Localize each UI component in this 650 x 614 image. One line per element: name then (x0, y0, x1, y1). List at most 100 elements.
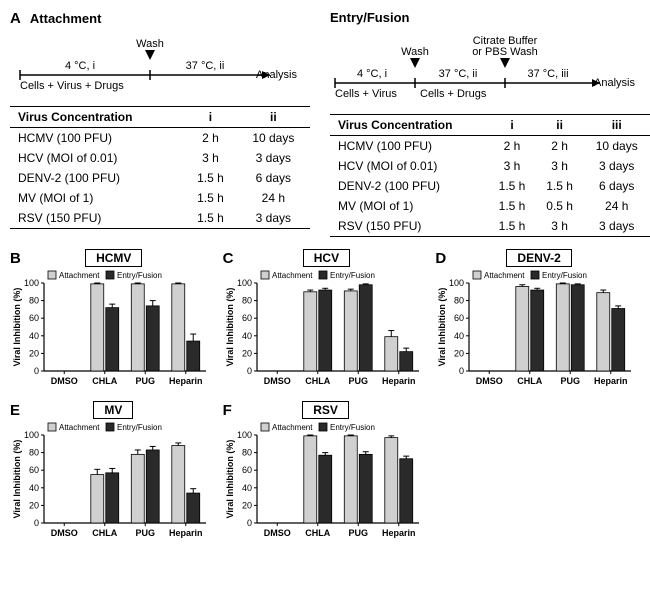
svg-text:Attachment: Attachment (272, 423, 313, 432)
chart-title: MV (93, 401, 133, 419)
svg-text:0: 0 (247, 518, 252, 528)
entry-header: Entry/Fusion (330, 10, 650, 25)
svg-text:CHLA: CHLA (305, 376, 330, 386)
timeline-svg: Wash 4 °C, i 37 °C, ii Analysis Cells + … (10, 35, 310, 95)
svg-text:Heparin: Heparin (382, 528, 416, 538)
svg-text:Wash: Wash (136, 38, 164, 50)
attachment-title: Attachment (30, 11, 102, 26)
panel-c: C HCV 020406080100Viral Inhibition (%)DM… (223, 249, 428, 395)
svg-text:Wash: Wash (401, 46, 429, 58)
svg-text:37 °C, iii: 37 °C, iii (527, 68, 568, 80)
timeline-svg: Wash Citrate Buffer or PBS Wash 4 °C, i … (330, 33, 650, 103)
svg-text:Entry/Fusion: Entry/Fusion (117, 271, 162, 280)
svg-text:Heparin: Heparin (169, 376, 203, 386)
chart-svg: 020406080100Viral Inhibition (%)DMSOCHLA… (223, 419, 423, 547)
attachment-header: A Attachment (10, 10, 310, 27)
svg-text:40: 40 (242, 483, 252, 493)
entry-title: Entry/Fusion (330, 10, 409, 25)
svg-text:20: 20 (242, 500, 252, 510)
chart-svg: 020406080100Viral Inhibition (%)DMSOCHLA… (435, 267, 635, 395)
svg-text:37 °C, ii: 37 °C, ii (186, 60, 225, 72)
panel-f-label: F (223, 402, 232, 419)
svg-text:Entry/Fusion: Entry/Fusion (117, 423, 162, 432)
svg-text:20: 20 (29, 348, 39, 358)
svg-text:PUG: PUG (135, 528, 155, 538)
attachment-timeline: Wash 4 °C, i 37 °C, ii Analysis Cells + … (10, 35, 310, 98)
chart-svg: 020406080100Viral Inhibition (%)DMSOCHLA… (223, 267, 423, 395)
svg-text:Attachment: Attachment (59, 423, 100, 432)
svg-text:80: 80 (242, 448, 252, 458)
attachment-block: A Attachment Wash 4 °C, i 37 °C, ii Anal… (10, 10, 310, 237)
svg-text:Entry/Fusion: Entry/Fusion (542, 271, 587, 280)
svg-text:4 °C, i: 4 °C, i (357, 68, 387, 80)
entry-block: Entry/Fusion Wash Citrate Buffer or PBS … (330, 10, 650, 237)
chart-title: DENV-2 (506, 249, 571, 267)
chart-title: HCMV (85, 249, 142, 267)
entry-table: Virus ConcentrationiiiiiiHCMV (100 PFU)2… (330, 114, 650, 237)
svg-text:Viral Inhibition (%): Viral Inhibition (%) (225, 288, 235, 367)
svg-text:40: 40 (29, 483, 39, 493)
svg-text:100: 100 (449, 278, 464, 288)
svg-text:80: 80 (454, 296, 464, 306)
svg-text:60: 60 (242, 313, 252, 323)
panel-e: E MV 020406080100Viral Inhibition (%)DMS… (10, 401, 215, 547)
panel-c-label: C (223, 250, 234, 267)
chart-row-2: E MV 020406080100Viral Inhibition (%)DMS… (10, 401, 640, 547)
svg-text:Attachment: Attachment (59, 271, 100, 280)
attachment-table: Virus ConcentrationiiiHCMV (100 PFU)2 h1… (10, 106, 310, 229)
svg-text:100: 100 (237, 278, 252, 288)
panel-d: D DENV-2 020406080100Viral Inhibition (%… (435, 249, 640, 395)
svg-text:Viral Inhibition (%): Viral Inhibition (%) (437, 288, 447, 367)
svg-text:100: 100 (24, 430, 39, 440)
svg-text:100: 100 (237, 430, 252, 440)
chart-svg: 020406080100Viral Inhibition (%)DMSOCHLA… (10, 419, 210, 547)
entry-timeline: Wash Citrate Buffer or PBS Wash 4 °C, i … (330, 33, 650, 106)
svg-text:PUG: PUG (348, 376, 368, 386)
svg-text:0: 0 (459, 366, 464, 376)
svg-text:or PBS Wash: or PBS Wash (472, 46, 538, 58)
svg-text:0: 0 (34, 366, 39, 376)
svg-text:40: 40 (242, 331, 252, 341)
svg-text:37 °C, ii: 37 °C, ii (439, 68, 478, 80)
svg-text:Attachment: Attachment (272, 271, 313, 280)
svg-text:20: 20 (242, 348, 252, 358)
svg-text:DMSO: DMSO (476, 376, 503, 386)
svg-text:PUG: PUG (348, 528, 368, 538)
svg-text:60: 60 (454, 313, 464, 323)
svg-text:Attachment: Attachment (484, 271, 525, 280)
svg-text:Entry/Fusion: Entry/Fusion (330, 423, 375, 432)
svg-text:60: 60 (242, 465, 252, 475)
chart-title: HCV (303, 249, 350, 267)
panel-empty (435, 401, 640, 547)
svg-text:Analysis: Analysis (256, 69, 297, 81)
svg-text:Entry/Fusion: Entry/Fusion (330, 271, 375, 280)
svg-text:Cells + Virus + Drugs: Cells + Virus + Drugs (20, 80, 124, 92)
svg-text:CHLA: CHLA (92, 376, 117, 386)
svg-text:60: 60 (29, 313, 39, 323)
svg-text:CHLA: CHLA (305, 528, 330, 538)
svg-text:0: 0 (34, 518, 39, 528)
svg-text:Viral Inhibition (%): Viral Inhibition (%) (225, 440, 235, 519)
svg-text:Cells + Drugs: Cells + Drugs (420, 88, 487, 100)
panel-b-label: B (10, 250, 21, 267)
panel-e-label: E (10, 402, 20, 419)
panel-b: B HCMV 020406080100Viral Inhibition (%)D… (10, 249, 215, 395)
svg-text:80: 80 (29, 448, 39, 458)
svg-text:CHLA: CHLA (92, 528, 117, 538)
svg-text:20: 20 (454, 348, 464, 358)
panel-f: F RSV 020406080100Viral Inhibition (%)DM… (223, 401, 428, 547)
svg-text:DMSO: DMSO (51, 528, 78, 538)
panel-a: A Attachment Wash 4 °C, i 37 °C, ii Anal… (10, 10, 640, 237)
svg-text:40: 40 (454, 331, 464, 341)
svg-text:Viral Inhibition (%): Viral Inhibition (%) (12, 440, 22, 519)
svg-text:Cells + Virus: Cells + Virus (335, 88, 397, 100)
svg-text:Heparin: Heparin (594, 376, 628, 386)
svg-text:Analysis: Analysis (594, 77, 635, 89)
svg-text:Viral Inhibition (%): Viral Inhibition (%) (12, 288, 22, 367)
svg-text:Heparin: Heparin (169, 528, 203, 538)
svg-text:80: 80 (242, 296, 252, 306)
chart-row-1: B HCMV 020406080100Viral Inhibition (%)D… (10, 249, 640, 395)
svg-text:40: 40 (29, 331, 39, 341)
svg-text:60: 60 (29, 465, 39, 475)
svg-text:Heparin: Heparin (382, 376, 416, 386)
